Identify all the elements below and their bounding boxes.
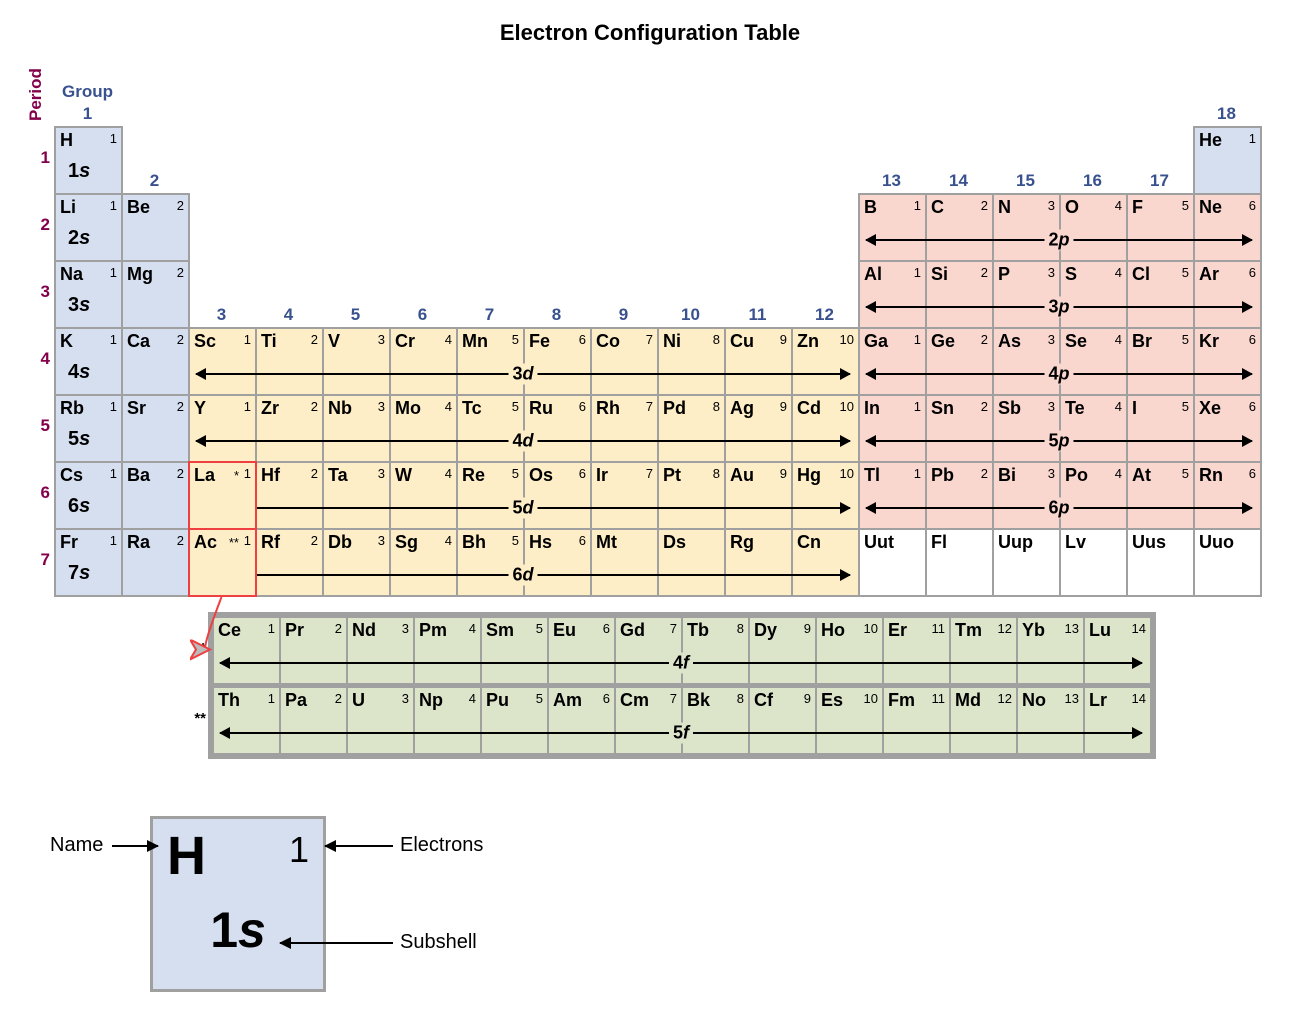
arrow-icon (325, 845, 393, 847)
arrow-icon (112, 845, 158, 847)
periodic-table: Period Group 123456789101112131415161718… (30, 56, 1270, 776)
element-La: La 1 * (188, 461, 257, 530)
arrow-icon (280, 942, 393, 944)
legend: H 1 1s Name Electrons Subshell (120, 816, 1280, 1016)
element-electrons: 1 (244, 533, 251, 548)
legend-name-label: Name (50, 834, 103, 857)
page-title: Electron Configuration Table (20, 20, 1280, 46)
legend-subshell-label: Subshell (400, 931, 477, 954)
element-symbol: La (194, 465, 215, 486)
star-marker: ** (229, 535, 239, 550)
element-symbol: Ac (194, 532, 217, 553)
highlight-arrow-icon (30, 56, 1270, 776)
element-electrons: 1 (244, 466, 251, 481)
legend-subshell: 1s (210, 901, 266, 959)
legend-symbol: H (167, 825, 206, 887)
legend-cell: H 1 1s (150, 816, 326, 992)
element-Ac: Ac 1 ** (188, 528, 257, 597)
legend-electrons-label: Electrons (400, 834, 483, 857)
legend-electrons: 1 (289, 829, 309, 871)
star-marker: * (234, 468, 239, 483)
